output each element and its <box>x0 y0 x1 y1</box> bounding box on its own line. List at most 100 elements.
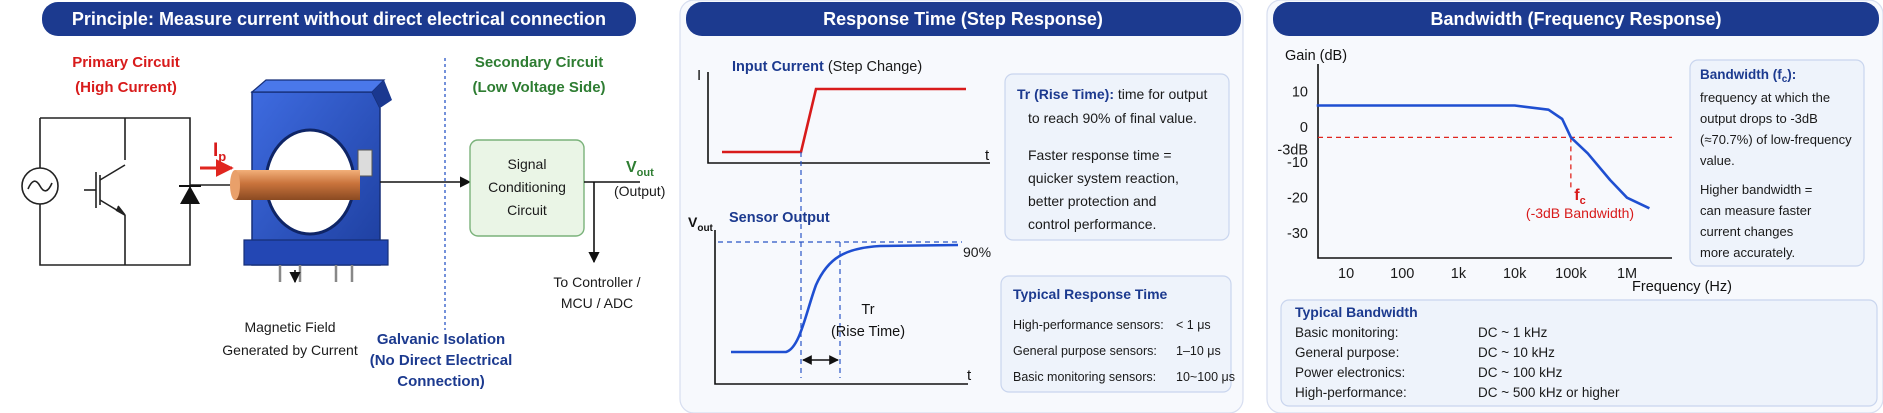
y-tick-label: -20 <box>1287 191 1308 207</box>
igbt-icon <box>84 164 126 216</box>
ninety-percent-label: 90% <box>963 244 991 260</box>
typical-bandwidth-title: Typical Bandwidth <box>1295 304 1418 320</box>
bandwidth-row-value: DC ~ 1 kHz <box>1478 325 1548 340</box>
typical-bandwidth-box <box>1280 299 1878 407</box>
rise-time-info-line3: Faster response time = <box>1028 147 1172 163</box>
bandwidth-row-value: DC ~ 100 kHz <box>1478 365 1563 380</box>
bandwidth-row-label: General purpose: <box>1295 345 1399 360</box>
controller-label-2: MCU / ADC <box>561 295 633 311</box>
x-tick-label: 10k <box>1503 266 1527 282</box>
panel3-header: Bandwidth (Frequency Response) <box>1430 9 1721 29</box>
isolation-label: Galvanic Isolation <box>377 331 505 348</box>
panel1-header: Principle: Measure current without direc… <box>72 9 606 29</box>
signal-box-line2: Conditioning <box>488 179 566 195</box>
bandwidth-row-value: DC ~ 500 kHz or higher <box>1478 385 1620 400</box>
bandwidth-row-label: Basic monitoring: <box>1295 325 1399 340</box>
bandwidth-info-line: current changes <box>1700 224 1794 239</box>
response-row-label: General purpose sensors: <box>1013 344 1157 358</box>
primary-circuit-schematic <box>39 117 235 266</box>
isolation-sublabel-2: Connection) <box>397 373 485 390</box>
typical-response-title: Typical Response Time <box>1013 286 1168 302</box>
bandwidth-info-line: value. <box>1700 153 1735 168</box>
secondary-circuit-label: Secondary Circuit <box>475 54 603 71</box>
primary-circuit-label: Primary Circuit <box>72 54 180 71</box>
panel-principle: Principle: Measure current without direc… <box>21 2 665 390</box>
rise-time-info-line5: better protection and <box>1028 193 1156 209</box>
response-row-value: 10~100 μs <box>1176 370 1235 384</box>
signal-conditioning-box <box>469 139 585 237</box>
rise-time-info-line2: to reach 90% of final value. <box>1028 110 1197 126</box>
input-axes <box>707 72 990 164</box>
ac-source-icon <box>21 167 59 205</box>
secondary-circuit-sublabel: (Low Voltage Side) <box>472 79 605 96</box>
chart-axes <box>1317 64 1672 259</box>
response-row-value: 1–10 μs <box>1176 344 1221 358</box>
bandwidth-info-lines: frequency at which the output drops to -3… <box>1700 90 1852 260</box>
bandwidth-info-line: Higher bandwidth = <box>1700 182 1812 197</box>
x-tick-label: 1k <box>1451 266 1467 282</box>
input-time-label: t <box>985 147 990 164</box>
x-tick-label: 10 <box>1338 266 1354 282</box>
bandwidth-row-value: DC ~ 10 kHz <box>1478 345 1555 360</box>
input-title: Input Current (Step Change) <box>732 59 922 75</box>
fc-label: fc <box>1574 187 1585 207</box>
primary-circuit-sublabel: (High Current) <box>75 79 177 96</box>
panel-response-time: Response Time (Step Response) I Input Cu… <box>679 0 1244 413</box>
bandwidth-info-line: frequency at which the <box>1700 90 1830 105</box>
x-tick-label: 100 <box>1390 266 1414 282</box>
typical-response-rows: High-performance sensors: < 1 μs General p… <box>1013 318 1235 384</box>
response-row-label: High-performance sensors: <box>1013 318 1164 332</box>
output-axis-label: Vout <box>688 214 714 234</box>
y-tick-label: -10 <box>1287 155 1308 171</box>
tr-label: Tr <box>861 302 874 318</box>
input-step-curve <box>722 87 966 154</box>
ip-label: Ip <box>213 140 226 164</box>
output-axes <box>714 230 968 385</box>
magnetic-field-label: Magnetic Field <box>244 319 335 335</box>
vout-note: (Output) <box>614 183 665 199</box>
signal-box-line3: Circuit <box>507 202 547 218</box>
response-row-label: Basic monitoring sensors: <box>1013 370 1156 384</box>
isolation-sublabel-1: (No Direct Electrical <box>370 352 513 369</box>
signal-box-line1: Signal <box>508 156 547 172</box>
output-time-label: t <box>967 367 972 384</box>
y-tick-label: -30 <box>1287 226 1308 242</box>
sensor-output-curve <box>731 243 959 354</box>
bandwidth-info-line: (≈70.7%) of low-frequency <box>1700 132 1852 147</box>
panel3-header-bg <box>1273 2 1879 36</box>
diode-icon <box>179 155 201 230</box>
chart-xlabel: Frequency (Hz) <box>1632 279 1732 295</box>
output-title: Sensor Output <box>729 210 830 226</box>
panel2-header-bg <box>686 2 1241 36</box>
x-tick-label: 1M <box>1617 266 1637 282</box>
tr-note: (Rise Time) <box>831 324 905 340</box>
y-tick-label: 10 <box>1292 84 1308 100</box>
panel2-header: Response Time (Step Response) <box>823 9 1103 29</box>
rise-time-info-box <box>1004 73 1230 241</box>
x-tick-label: 100k <box>1555 266 1587 282</box>
rise-time-info-line4: quicker system reaction, <box>1028 170 1179 186</box>
bandwidth-info-title: Bandwidth (fc): <box>1700 67 1796 85</box>
input-axis-label: I <box>697 67 701 84</box>
bandwidth-row-label: Power electronics: <box>1295 365 1405 380</box>
bandwidth-info-line: can measure faster <box>1700 203 1812 218</box>
magnetic-field-sublabel: Generated by Current <box>222 342 358 358</box>
minus-3db-label: -3dB <box>1277 142 1308 158</box>
controller-label-1: To Controller / <box>553 274 640 290</box>
vout-label: Vout <box>626 159 654 179</box>
panel-bandwidth: Bandwidth (Frequency Response) Gain (dB)… <box>1266 0 1883 413</box>
rise-time-info-line6: control performance. <box>1028 216 1156 232</box>
rise-time-info-title: Tr (Rise Time): time for output <box>1017 86 1207 102</box>
y-tick-label: 0 <box>1300 120 1308 136</box>
chart-ylabel: Gain (dB) <box>1285 48 1347 64</box>
typical-bandwidth-rows: Basic monitoring: DC ~ 1 kHz General purpo… <box>1295 325 1620 400</box>
copper-conductor <box>230 170 360 200</box>
fc-note: (-3dB Bandwidth) <box>1526 205 1634 221</box>
bandwidth-row-label: High-performance: <box>1295 385 1407 400</box>
bandwidth-info-box <box>1689 59 1865 267</box>
typical-response-box <box>1000 275 1232 393</box>
bandwidth-info-line: more accurately. <box>1700 245 1795 260</box>
